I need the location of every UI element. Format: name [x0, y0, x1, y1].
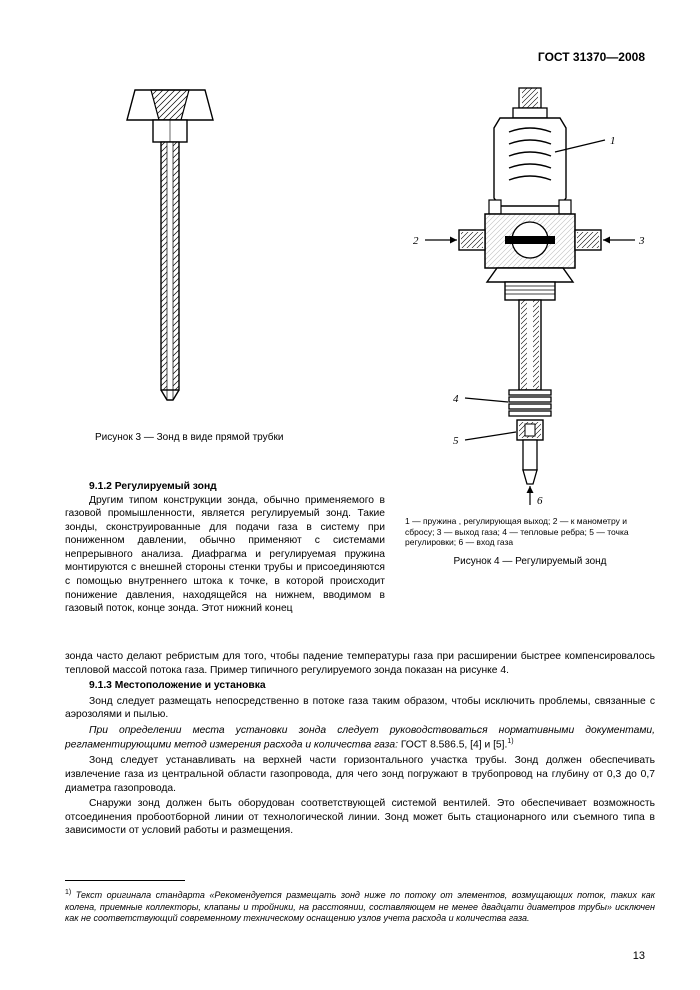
footnote-text: Текст оригинала стандарта «Рекомендуется…	[65, 890, 655, 923]
callout-1: 1	[610, 135, 616, 147]
callout-6: 6	[537, 495, 543, 507]
figure-3-caption: Рисунок 3 — Зонд в виде прямой трубки	[95, 432, 295, 443]
s913-p2-sup: 1)	[507, 738, 513, 745]
section-912-leftcol: 9.1.2 Регулируемый зонд Другим типом кон…	[65, 498, 385, 616]
s912-para-a: Другим типом конструкции зонда, обычно п…	[65, 494, 385, 616]
footnote-rule	[65, 880, 185, 881]
figure-3: Рисунок 3 — Зонд в виде прямой трубки	[95, 80, 295, 443]
page-number: 13	[633, 950, 645, 962]
figure-4-svg: 1 2 3 4 5 6	[405, 80, 655, 510]
s912-para-b: зонда часто делают ребристым для того, ч…	[65, 650, 655, 677]
s913-p3: Зонд следует устанавливать на верхней ча…	[65, 754, 655, 795]
figure-4: 1 2 3 4 5 6 1 — пружина , регулирующая в…	[405, 80, 655, 567]
s913-p4: Снаружи зонд должен быть оборудован соот…	[65, 797, 655, 838]
s913-p1: Зонд следует размещать непосредственно в…	[65, 695, 655, 722]
s913-p2-tail: ГОСТ 8.586.5, [4] и [5].	[398, 740, 507, 751]
callout-2: 2	[413, 235, 419, 247]
figures-area: Рисунок 3 — Зонд в виде прямой трубки	[65, 80, 655, 520]
callout-5: 5	[453, 435, 459, 447]
figure-4-caption: Рисунок 4 — Регулируемый зонд	[405, 556, 655, 567]
callout-3: 3	[638, 235, 645, 247]
figure-4-legend: 1 — пружина , регулирующая выход; 2 — к …	[405, 516, 655, 548]
page: ГОСТ 31370—2008	[0, 0, 700, 990]
figure-3-svg	[95, 80, 245, 420]
footnote: 1) Текст оригинала стандарта «Рекомендуе…	[65, 888, 655, 925]
callout-4: 4	[453, 393, 459, 405]
body-text: зонда часто делают ребристым для того, ч…	[65, 650, 655, 840]
standard-code: ГОСТ 31370—2008	[538, 50, 645, 64]
s913-p2: При определении места установки зонда сл…	[65, 724, 655, 753]
s913-p2-ital: При определении места установки зонда сл…	[65, 725, 655, 751]
s913-title: 9.1.3 Местоположение и установка	[65, 679, 655, 693]
s912-title: 9.1.2 Регулируемый зонд	[65, 480, 385, 494]
